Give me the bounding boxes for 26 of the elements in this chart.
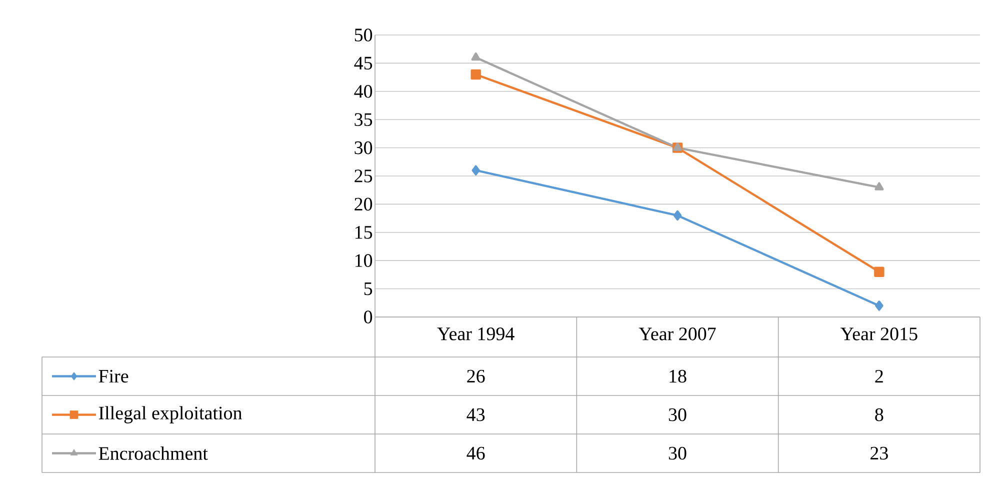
y-tick-label: 30: [354, 141, 372, 154]
y-tick-label: 50: [354, 28, 372, 42]
data-label: 23: [870, 446, 888, 460]
data-label: 18: [670, 370, 686, 383]
data-label: 46: [466, 446, 485, 460]
x-tick-label: Year 1994: [437, 328, 514, 340]
data-label: 30: [668, 446, 686, 460]
data-label: 43: [466, 408, 485, 422]
y-tick-label: 20: [354, 198, 372, 211]
x-tick-label: Year 2015: [840, 328, 918, 340]
data-label: 30: [668, 408, 686, 422]
y-tick-label: 0: [364, 310, 372, 324]
x-tick-label: Year 2007: [638, 328, 716, 340]
y-tick-label: 10: [355, 254, 372, 267]
y-tick-label: 45: [354, 56, 372, 70]
y-tick-label: 40: [354, 84, 372, 98]
data-label: 26: [467, 370, 485, 383]
y-tick-label: 5: [364, 282, 372, 296]
legend-label: Encroachment: [98, 446, 208, 460]
data-label: 2: [875, 370, 883, 383]
y-tick-label: 15: [355, 226, 372, 239]
y-tick-label: 35: [354, 113, 372, 126]
y-tick-label: 25: [354, 170, 372, 182]
legend-label: Fire: [98, 370, 128, 383]
data-label: 8: [875, 408, 884, 422]
legend-label: Illegal exploitation: [98, 406, 242, 424]
